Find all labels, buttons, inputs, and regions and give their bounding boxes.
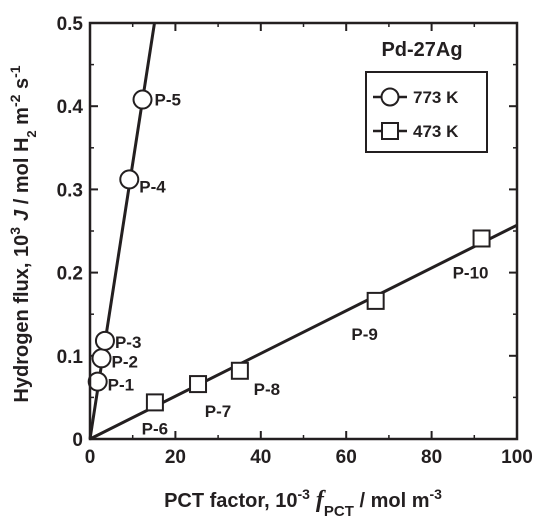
x-axis-label-unit-exp: -3: [429, 486, 442, 502]
marker-p-6: [145, 393, 164, 412]
point-label-p-4: P-4: [139, 177, 166, 196]
axis-ticks: 0 20 40 60 80 100 0 0.1 0.2 0.3 0.4 0.5: [57, 14, 533, 468]
x-axis-label-unit: / mol m: [354, 490, 430, 512]
point-labels: P-1 P-2P-3 P-4 P-5 P-6 P-7 P-8 P-9 P-10: [108, 91, 489, 439]
x-tick-label: 20: [165, 447, 186, 468]
y-axis-label-sub: 2: [24, 130, 39, 137]
x-axis-label-sub: PCT: [324, 503, 354, 520]
x-axis-label-symbol: f: [316, 487, 326, 513]
point-label-p-5: P-5: [155, 91, 181, 110]
marker-p-1: [87, 371, 108, 392]
x-tick-label: 60: [336, 447, 357, 468]
point-label-p-8: P-8: [254, 380, 280, 399]
chart-title: Pd-27Ag: [381, 39, 462, 61]
x-tick-label: 40: [250, 447, 271, 468]
point-label-p-10: P-10: [453, 263, 489, 282]
x-axis-label-exp: -3: [297, 486, 310, 502]
y-axis-label-unit3-exp: -1: [7, 65, 23, 78]
y-tick-label: 0.2: [57, 264, 83, 285]
y-axis-label-unit2-exp: -2: [7, 94, 23, 107]
plot-frame: [88, 21, 519, 441]
marker-p-4: [119, 169, 140, 190]
marker-p-9: [366, 291, 385, 310]
marker-p-5: [132, 89, 153, 110]
legend-773k-marker: [380, 87, 400, 107]
x-axis-label-main: PCT factor, 10: [164, 490, 297, 512]
point-label-p-9: P-9: [351, 325, 377, 344]
marker-p-8: [230, 361, 249, 380]
legend: 773 K 473 K: [365, 71, 488, 153]
legend-473k-marker: [381, 122, 399, 140]
y-axis-label-exp: 3: [7, 227, 23, 235]
point-label-p-6: P-6: [142, 419, 168, 438]
y-axis-label-unit2: m: [11, 107, 33, 130]
marker-p-3: [94, 330, 115, 351]
x-tick-label: 0: [85, 447, 96, 468]
point-label-p-3: P-3: [115, 333, 141, 352]
legend-773k-label: 773 K: [413, 88, 459, 107]
y-tick-label: 0.1: [57, 347, 84, 368]
marker-p-2: [91, 348, 112, 369]
point-label-p-7: P-7: [205, 402, 231, 421]
marker-p-10: [472, 229, 491, 248]
y-tick-label: 0.3: [57, 180, 83, 201]
y-axis-label-symbol: J: [11, 209, 33, 221]
x-axis-label: PCT factor, 10-3 fPCT / mol m-3: [164, 486, 442, 520]
y-tick-label: 0.4: [57, 97, 84, 118]
x-tick-label: 100: [501, 447, 533, 468]
legend-473k-label: 473 K: [413, 122, 459, 141]
point-label-p-2: P-2: [112, 352, 138, 371]
marker-p-7: [189, 375, 208, 394]
data-markers: [87, 89, 491, 412]
y-tick-label: 0: [72, 430, 83, 451]
y-axis-label: Hydrogen flux, 103 J / mol H2 m-2 s-1: [7, 65, 39, 402]
y-axis-label-unit3: s: [11, 78, 33, 95]
y-tick-label: 0.5: [57, 14, 84, 35]
point-label-p-1: P-1: [108, 376, 134, 395]
y-axis-label-main: Hydrogen flux, 10: [11, 235, 33, 403]
y-axis-label-unit1: / mol H: [11, 138, 33, 210]
x-tick-label: 80: [421, 447, 442, 468]
